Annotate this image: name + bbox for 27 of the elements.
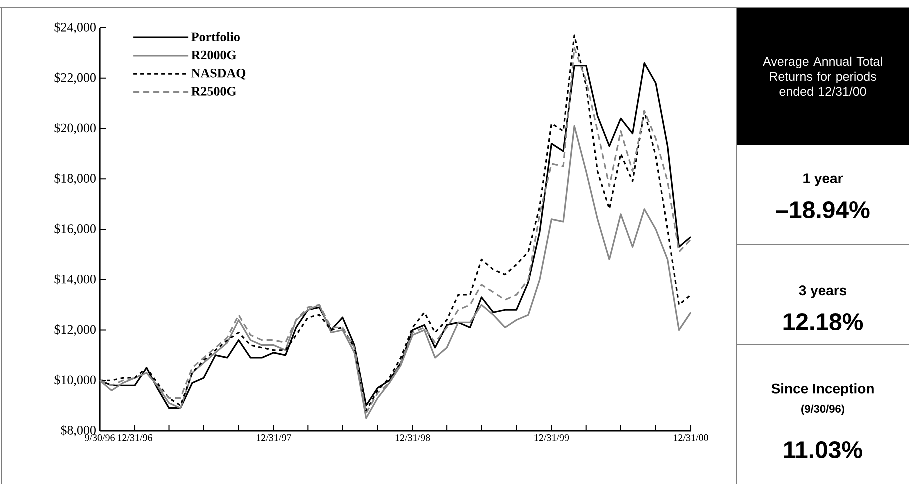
text: 12.18% xyxy=(784,314,864,330)
text: 1 year xyxy=(804,174,844,186)
x-tick-label: 9/30/96 xyxy=(85,434,115,442)
text: (9/30/96) xyxy=(802,404,844,416)
x-tick-label: 12/31/98 xyxy=(396,434,430,442)
x-tick-label: 12/31/00 xyxy=(674,434,708,442)
y-tick-label: $10,000 xyxy=(54,374,96,386)
y-tick-label: $22,000 xyxy=(54,72,96,84)
legend-label: NASDAQ xyxy=(192,68,246,80)
text: Average Annual Total Returns for periods ended 12/31/00 xyxy=(763,56,882,96)
y-tick-label: $18,000 xyxy=(54,173,96,185)
y-tick-label: $8,000 xyxy=(61,425,96,437)
x-tick-label: 12/31/96 xyxy=(118,434,152,442)
text: –18.94% xyxy=(776,202,870,218)
y-tick-label: $20,000 xyxy=(54,123,96,134)
y-tick-label: $16,000 xyxy=(54,224,96,236)
x-tick-label: 12/31/99 xyxy=(534,434,570,442)
y-tick-label: $14,000 xyxy=(54,274,96,286)
text: 3 years xyxy=(799,286,847,298)
text: 11.03% xyxy=(784,441,862,459)
x-tick-label: 12/31/97 xyxy=(257,434,292,442)
legend-label: R2500G xyxy=(192,87,236,96)
legend-label: Portfolio xyxy=(192,32,240,42)
legend-label: R2000G xyxy=(192,50,236,60)
text: Since Inception xyxy=(772,383,874,397)
y-tick-label: $24,000 xyxy=(54,22,96,34)
y-tick-label: $12,000 xyxy=(54,324,96,336)
